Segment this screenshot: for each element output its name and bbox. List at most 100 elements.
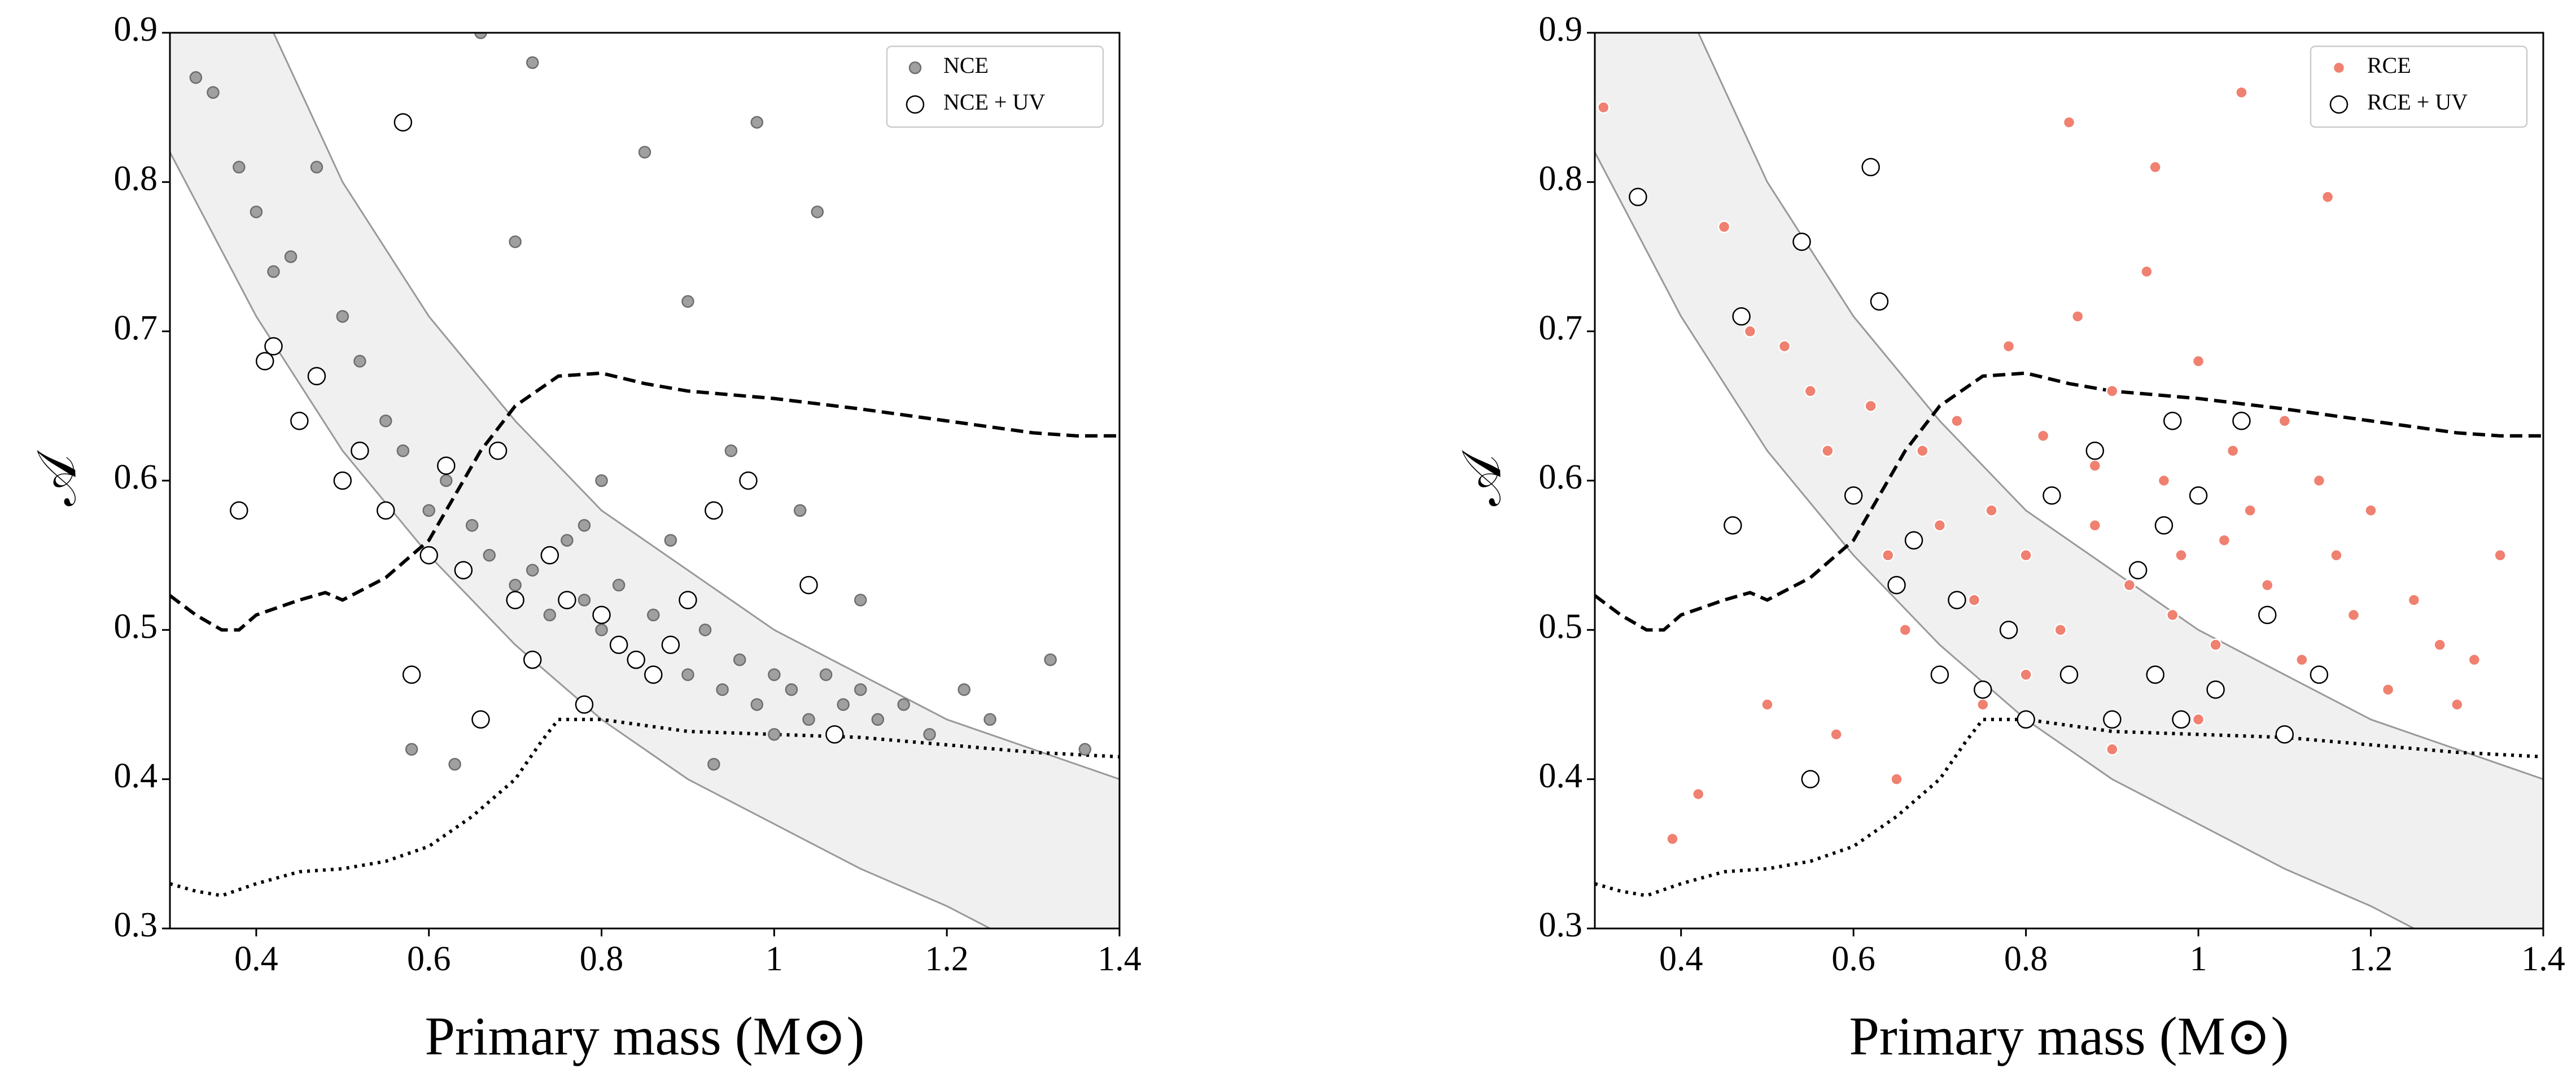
point xyxy=(230,501,248,520)
x-tick-label: 1.2 xyxy=(925,940,969,978)
point xyxy=(2123,578,2136,592)
point xyxy=(2261,578,2274,592)
y-tick-label: 0.4 xyxy=(1539,757,1583,795)
x-axis-label: Primary mass (M⊙) xyxy=(1849,1006,2289,1066)
point xyxy=(768,728,781,741)
point xyxy=(1999,621,2018,639)
y-axis-label: 𝒜 xyxy=(1451,450,1512,506)
point xyxy=(2407,594,2421,607)
point xyxy=(923,728,936,741)
point xyxy=(474,33,487,40)
y-tick-label: 0.3 xyxy=(1539,906,1583,944)
point xyxy=(1976,698,1989,711)
band xyxy=(170,33,1119,928)
point xyxy=(2146,665,2164,684)
y-tick-label: 0.5 xyxy=(1539,608,1583,646)
point xyxy=(2226,444,2240,457)
point xyxy=(2154,516,2173,535)
point xyxy=(2140,265,2153,278)
point xyxy=(739,471,758,490)
point xyxy=(1792,232,1811,251)
x-tick-label: 0.6 xyxy=(407,940,451,978)
point xyxy=(1948,591,1966,609)
point xyxy=(1870,292,1889,311)
point xyxy=(454,561,473,579)
point xyxy=(526,564,539,577)
point xyxy=(698,624,712,636)
point xyxy=(811,205,824,219)
point xyxy=(307,367,326,386)
legend-label: NCE xyxy=(943,53,989,78)
point xyxy=(983,713,996,726)
x-tick-label: 0.4 xyxy=(234,940,278,978)
point xyxy=(437,456,456,475)
point xyxy=(707,757,720,771)
legend-label: NCE + UV xyxy=(943,89,1045,115)
point xyxy=(825,725,844,744)
legend-box xyxy=(2310,45,2528,128)
legend: NCE NCE + UV xyxy=(886,45,1104,128)
point xyxy=(1044,653,1057,666)
legend-marker xyxy=(2329,95,2348,114)
y-tick-label: 0.8 xyxy=(114,160,158,198)
point xyxy=(1930,665,1949,684)
point xyxy=(393,113,413,132)
point xyxy=(351,441,369,460)
point xyxy=(575,695,594,714)
x-tick-label: 0.6 xyxy=(1831,940,1875,978)
legend-marker xyxy=(2332,61,2346,75)
x-tick-label: 1 xyxy=(2190,940,2207,978)
point xyxy=(2209,638,2222,652)
point xyxy=(509,578,522,592)
point xyxy=(1899,624,1912,636)
curve xyxy=(1595,371,2543,632)
point xyxy=(488,441,508,460)
point xyxy=(561,534,574,547)
point xyxy=(2468,653,2481,666)
x-tick-label: 1.4 xyxy=(1097,940,1142,978)
point xyxy=(819,668,833,681)
point xyxy=(189,71,203,84)
point xyxy=(1761,698,1774,711)
point xyxy=(2278,415,2291,428)
point xyxy=(750,698,764,711)
point xyxy=(1666,832,1679,845)
point xyxy=(1864,399,1877,413)
point xyxy=(405,743,418,756)
point xyxy=(2019,668,2032,681)
point xyxy=(1844,486,1863,505)
point xyxy=(509,235,522,248)
point xyxy=(837,698,850,711)
point xyxy=(627,650,645,669)
point xyxy=(681,295,694,308)
point xyxy=(733,653,746,666)
point xyxy=(724,444,738,457)
point xyxy=(612,578,626,592)
x-tick-label: 0.4 xyxy=(1659,940,1703,978)
point xyxy=(2192,713,2205,726)
point xyxy=(897,698,910,711)
point xyxy=(2243,504,2256,517)
point xyxy=(768,668,781,681)
point xyxy=(1861,158,1880,177)
point xyxy=(419,546,438,565)
point xyxy=(2157,474,2171,487)
point xyxy=(267,265,280,278)
point xyxy=(1743,325,1757,338)
band-edge xyxy=(170,151,991,928)
point xyxy=(2149,160,2162,174)
point xyxy=(2330,548,2343,562)
point xyxy=(1967,594,1981,607)
point xyxy=(465,519,479,532)
point xyxy=(2206,680,2225,699)
point xyxy=(543,608,557,622)
y-tick-label: 0.3 xyxy=(114,906,158,944)
y-axis-label: 𝒜 xyxy=(27,450,87,506)
x-axis-label: Primary mass (M⊙) xyxy=(425,1006,864,1066)
point xyxy=(957,683,971,696)
point xyxy=(1778,339,1791,353)
point xyxy=(638,146,651,159)
point xyxy=(540,546,559,565)
point xyxy=(2103,710,2122,729)
